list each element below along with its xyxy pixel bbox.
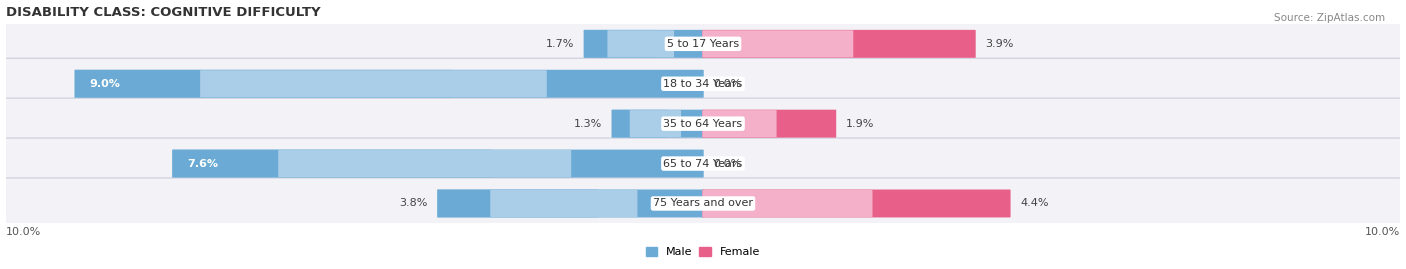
FancyBboxPatch shape	[703, 190, 873, 217]
FancyBboxPatch shape	[200, 70, 547, 97]
FancyBboxPatch shape	[703, 110, 776, 137]
Text: 35 to 64 Years: 35 to 64 Years	[664, 119, 742, 129]
FancyBboxPatch shape	[703, 30, 976, 58]
FancyBboxPatch shape	[0, 98, 1406, 149]
FancyBboxPatch shape	[703, 189, 1011, 217]
FancyBboxPatch shape	[703, 30, 853, 57]
Text: 3.8%: 3.8%	[399, 199, 427, 208]
Text: 1.9%: 1.9%	[846, 119, 875, 129]
FancyBboxPatch shape	[278, 150, 571, 177]
Legend: Male, Female: Male, Female	[641, 242, 765, 262]
FancyBboxPatch shape	[437, 189, 598, 217]
Text: 0.0%: 0.0%	[713, 79, 742, 89]
FancyBboxPatch shape	[173, 150, 492, 178]
FancyBboxPatch shape	[703, 110, 837, 138]
FancyBboxPatch shape	[0, 18, 1406, 69]
Text: 65 to 74 Years: 65 to 74 Years	[664, 158, 742, 169]
FancyBboxPatch shape	[75, 70, 703, 98]
FancyBboxPatch shape	[612, 110, 703, 138]
FancyBboxPatch shape	[0, 58, 1406, 109]
FancyBboxPatch shape	[0, 138, 1406, 189]
Text: 4.4%: 4.4%	[1021, 199, 1049, 208]
Text: 18 to 34 Years: 18 to 34 Years	[664, 79, 742, 89]
Text: 1.7%: 1.7%	[546, 39, 574, 49]
Text: 5 to 17 Years: 5 to 17 Years	[666, 39, 740, 49]
FancyBboxPatch shape	[0, 178, 1406, 229]
Text: 0.0%: 0.0%	[713, 158, 742, 169]
FancyBboxPatch shape	[612, 110, 668, 138]
Text: 7.6%: 7.6%	[187, 158, 218, 169]
FancyBboxPatch shape	[607, 30, 673, 57]
Text: 75 Years and over: 75 Years and over	[652, 199, 754, 208]
FancyBboxPatch shape	[491, 190, 637, 217]
Text: 3.9%: 3.9%	[986, 39, 1014, 49]
Text: 10.0%: 10.0%	[1365, 227, 1400, 237]
Text: Source: ZipAtlas.com: Source: ZipAtlas.com	[1274, 13, 1385, 23]
Text: 10.0%: 10.0%	[6, 227, 41, 237]
Text: DISABILITY CLASS: COGNITIVE DIFFICULTY: DISABILITY CLASS: COGNITIVE DIFFICULTY	[6, 6, 321, 19]
Text: 1.3%: 1.3%	[574, 119, 602, 129]
FancyBboxPatch shape	[583, 30, 703, 58]
FancyBboxPatch shape	[630, 110, 681, 137]
FancyBboxPatch shape	[583, 30, 657, 58]
Text: 9.0%: 9.0%	[89, 79, 120, 89]
FancyBboxPatch shape	[437, 189, 703, 217]
FancyBboxPatch shape	[173, 150, 703, 178]
FancyBboxPatch shape	[75, 70, 453, 98]
